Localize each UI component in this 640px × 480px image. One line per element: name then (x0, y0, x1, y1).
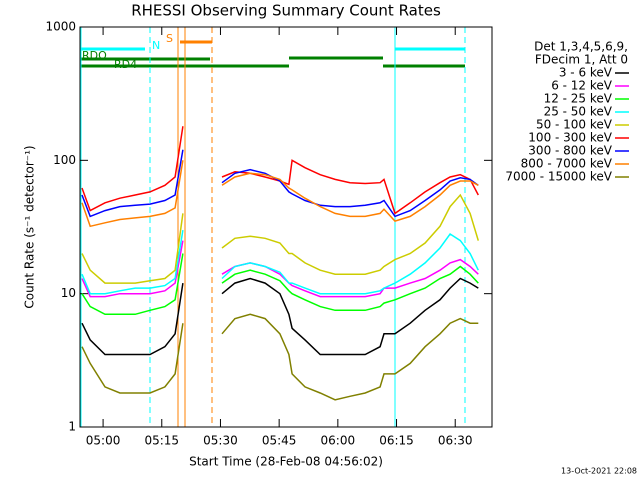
x-tick-label: 06:15 (379, 434, 414, 448)
x-tick-label: 05:15 (144, 434, 179, 448)
legend-header: Det 1,3,4,5,6,9, (534, 40, 628, 54)
legend-label: 50 - 100 keV (536, 118, 613, 132)
series-line (81, 313, 479, 401)
annotation: RDO (82, 49, 107, 62)
x-tick-label: 06:30 (438, 434, 473, 448)
y-tick-label: 100 (53, 153, 76, 167)
y-tick-label: 10 (61, 286, 76, 300)
legend-label: 300 - 800 keV (528, 144, 612, 158)
y-tick-label: 1000 (45, 20, 76, 34)
legend-label: 3 - 6 keV (559, 66, 613, 80)
legend-header: FDecim 1, Att 0 (535, 53, 628, 67)
legend-label: 7000 - 15000 keV (505, 170, 612, 184)
legend-label: 12 - 25 keV (544, 92, 613, 106)
annotation: N (152, 39, 160, 52)
legend-label: 6 - 12 keV (551, 79, 613, 93)
series-line (81, 277, 479, 356)
y-axis-label: Count Rate (s⁻¹ detector⁻¹) (23, 145, 37, 308)
x-tick-label: 05:30 (203, 434, 238, 448)
chart-title: RHESSI Observing Summary Count Rates (131, 2, 441, 20)
legend-label: 25 - 50 keV (544, 105, 613, 119)
series-line (81, 253, 479, 316)
x-tick-label: 06:00 (321, 434, 356, 448)
x-axis-label: Start Time (28-Feb-08 04:56:02) (189, 455, 383, 469)
series-line (81, 149, 479, 218)
x-tick-label: 05:45 (262, 434, 297, 448)
legend-label: 800 - 7000 keV (521, 157, 613, 171)
x-tick-label: 05:00 (86, 434, 121, 448)
legend-label: 100 - 300 keV (528, 131, 612, 145)
series-line (81, 193, 480, 284)
series-line (81, 126, 479, 215)
event-lines (80, 27, 466, 427)
series-line (81, 240, 479, 298)
y-tick-label: 1 (68, 420, 76, 434)
annotation: S (166, 32, 173, 45)
footer: 13-Oct-2021 22:08 (561, 467, 637, 476)
plot-frame (79, 26, 493, 428)
annotation: RD4 (114, 58, 137, 71)
series-line (81, 160, 479, 228)
series-line (81, 229, 479, 295)
state-bars (80, 40, 465, 68)
